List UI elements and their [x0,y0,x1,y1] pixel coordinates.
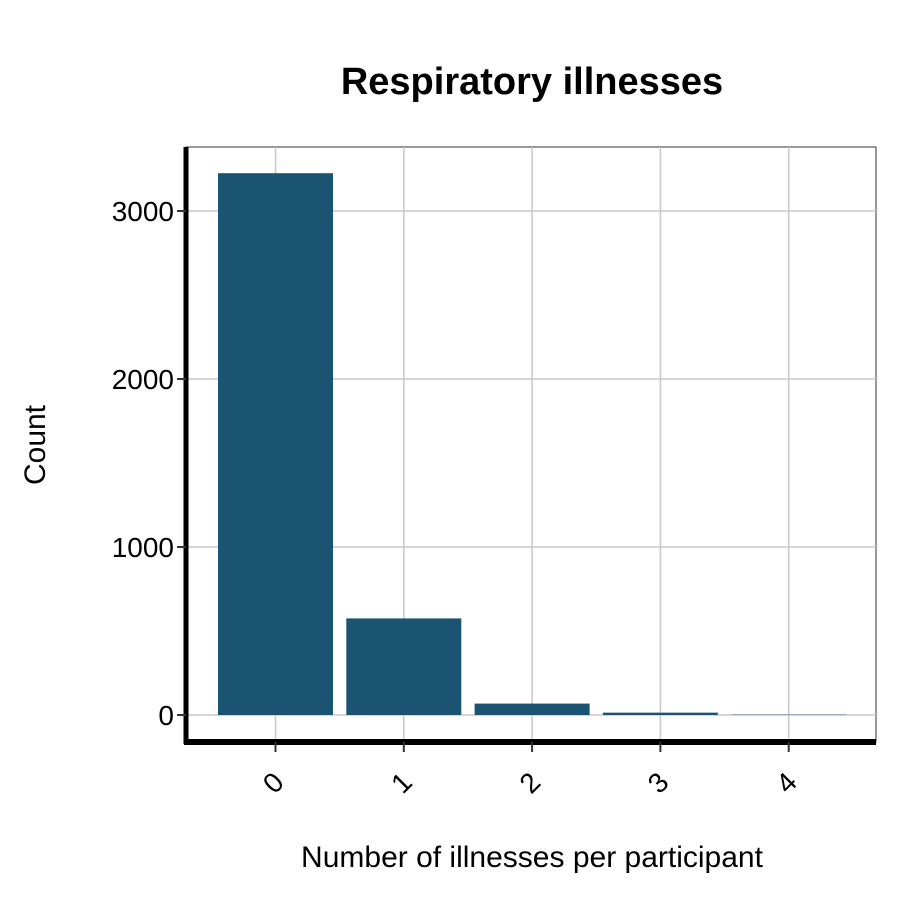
x-axis-title: Number of illnesses per participant [301,841,764,874]
x-tick-label: 2 [513,766,546,799]
y-tick-label: 1000 [112,532,174,563]
y-tick-label: 3000 [112,196,174,227]
y-axis: 0 1000 2000 3000 [112,196,186,731]
bar [602,712,718,715]
x-tick-label: 3 [642,766,675,799]
y-tick-label: 0 [158,700,174,731]
bar [218,173,333,715]
bar [474,703,590,715]
bar [346,618,462,715]
chart-title: Respiratory illnesses [341,61,723,103]
y-axis-title: Count [19,404,52,485]
axes [183,147,876,745]
x-tick-label: 4 [770,766,803,799]
x-axis: 0 1 2 3 4 [257,742,803,799]
x-tick-label: 1 [385,766,418,799]
bars [218,173,847,715]
y-tick-label: 2000 [112,364,174,395]
x-tick-label: 0 [257,766,290,799]
